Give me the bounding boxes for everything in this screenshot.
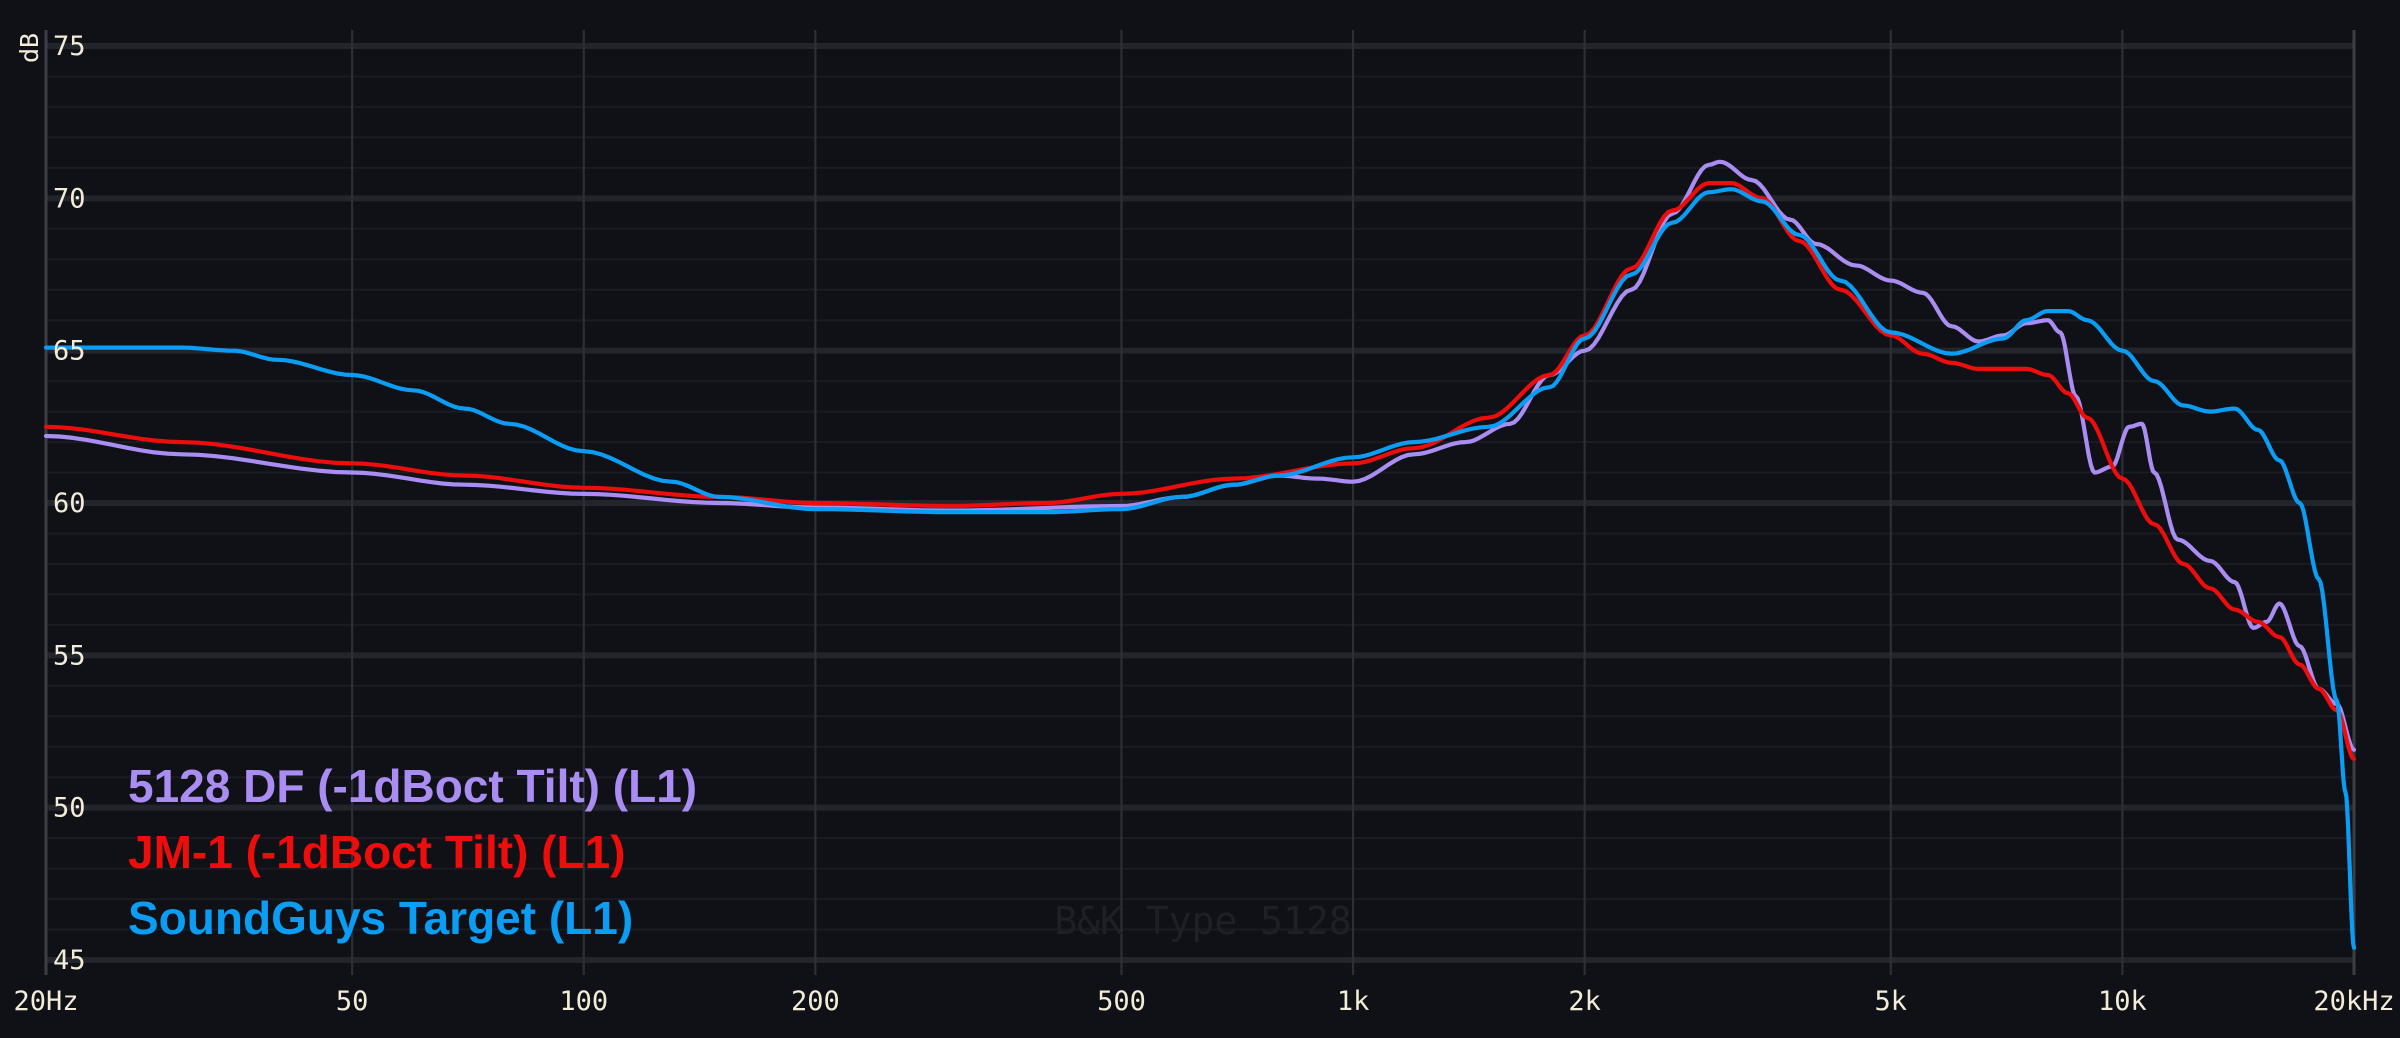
x-tick-label: 200: [791, 986, 840, 1017]
axis-labels: 75 70 65 60 55 50 45 20Hz 50 100 200 500 1k 2k 5k 10k 20…: [13, 31, 2394, 1017]
x-tick-label: 10k: [2098, 986, 2147, 1017]
y-tick-label: 50: [53, 793, 86, 824]
y-tick-label: 70: [53, 183, 86, 214]
series-line: [43, 181, 2357, 761]
x-tick-label: 20kHz: [2313, 986, 2394, 1017]
y-tick-label: 45: [53, 945, 86, 976]
y-tick-label: 60: [53, 488, 86, 519]
series-line: [43, 187, 2357, 950]
legend: 5128 DF (-1dBoct Tilt) (L1) JM-1 (-1dBoct…: [128, 760, 697, 944]
series-lines: [43, 159, 2357, 950]
watermark: B&K Type 5128: [1054, 899, 1351, 943]
x-tick-label: 100: [559, 986, 608, 1017]
x-tick-label: 500: [1097, 986, 1146, 1017]
grid: [44, 30, 2356, 975]
y-tick-label: 75: [53, 31, 86, 62]
legend-entry: 5128 DF (-1dBoct Tilt) (L1): [128, 760, 697, 812]
x-tick-label: 20Hz: [13, 986, 78, 1017]
x-tick-label: 5k: [1875, 986, 1908, 1017]
x-tick-label: 2k: [1568, 986, 1601, 1017]
x-tick-label: 1k: [1337, 986, 1370, 1017]
x-tick-label: 50: [336, 986, 369, 1017]
y-tick-label: 55: [53, 640, 86, 671]
legend-entry: JM-1 (-1dBoct Tilt) (L1): [128, 826, 625, 878]
legend-entry: SoundGuys Target (L1): [128, 892, 633, 944]
series-line: [43, 159, 2357, 752]
y-tick-label: 65: [53, 336, 86, 367]
y-axis-unit-label: dB: [15, 33, 44, 63]
